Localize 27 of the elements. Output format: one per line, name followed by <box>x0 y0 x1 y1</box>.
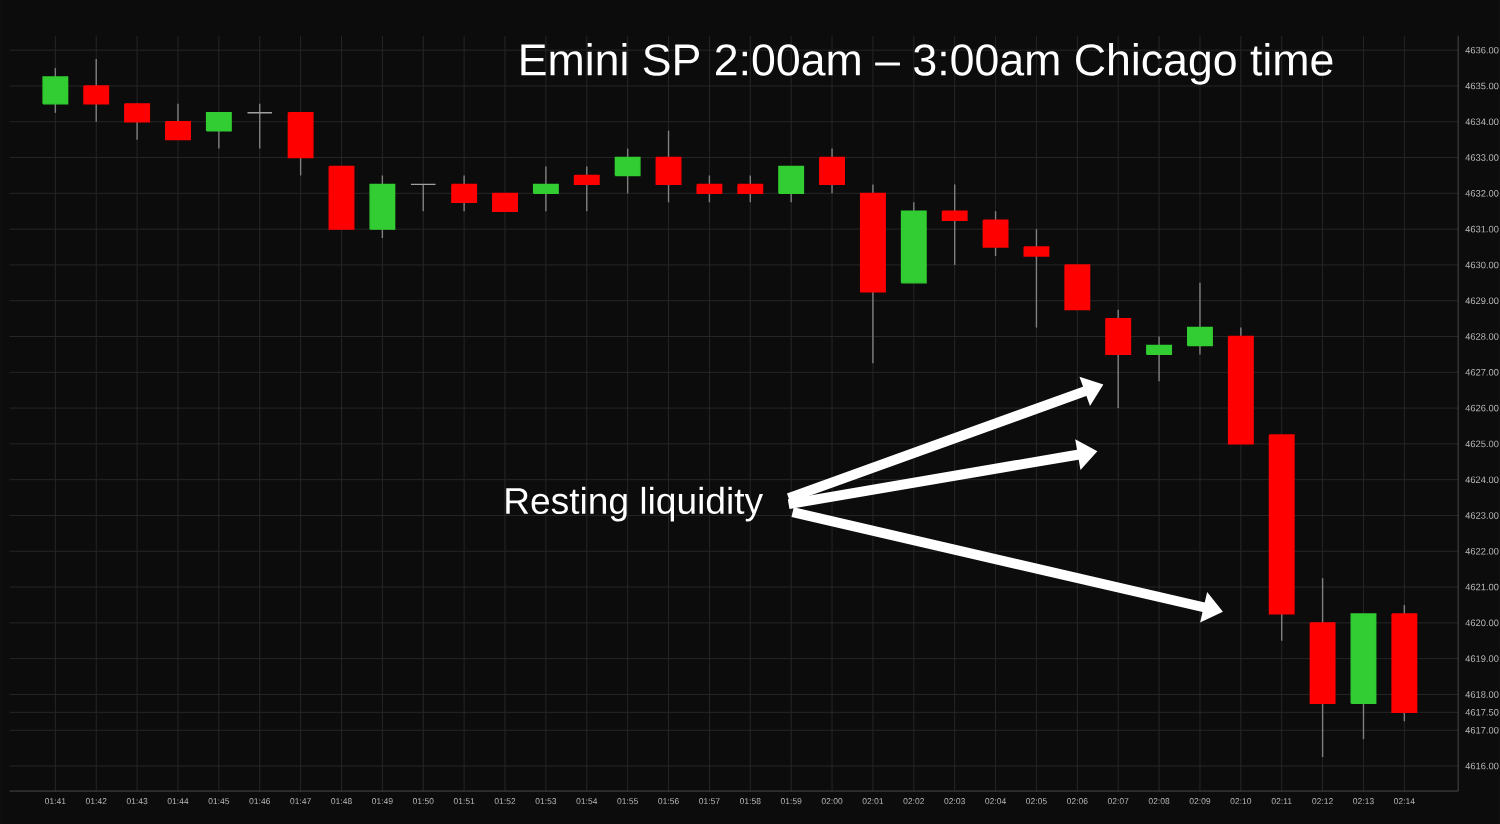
candlestick <box>1186 281 1213 355</box>
candlestick <box>819 147 846 194</box>
candlestick <box>451 174 478 212</box>
candlestick <box>614 147 641 194</box>
candlestick <box>1023 227 1050 328</box>
candlestick <box>532 165 559 212</box>
candlestick <box>573 165 600 212</box>
candlestick <box>1146 335 1173 382</box>
candlestick <box>124 102 151 140</box>
candlestick <box>42 66 69 114</box>
candlestick <box>369 174 396 239</box>
annotation: Resting liquidity <box>506 486 764 521</box>
candlestick <box>165 102 191 140</box>
chart-title: Emini SP 2:00am – 3:00am Chicago time <box>521 42 1333 85</box>
candlestick <box>83 57 110 122</box>
candlestick <box>246 102 273 149</box>
candlestick <box>205 111 232 149</box>
candlestick <box>655 129 682 203</box>
candlestick <box>696 174 723 203</box>
candlestick <box>778 165 805 203</box>
candlestick <box>737 174 764 203</box>
candlestick <box>982 210 1009 257</box>
candlestick <box>1105 308 1132 409</box>
candlestick <box>941 183 968 266</box>
candlestick <box>1064 263 1091 310</box>
candlestick <box>410 183 437 212</box>
candlestick <box>287 111 314 176</box>
